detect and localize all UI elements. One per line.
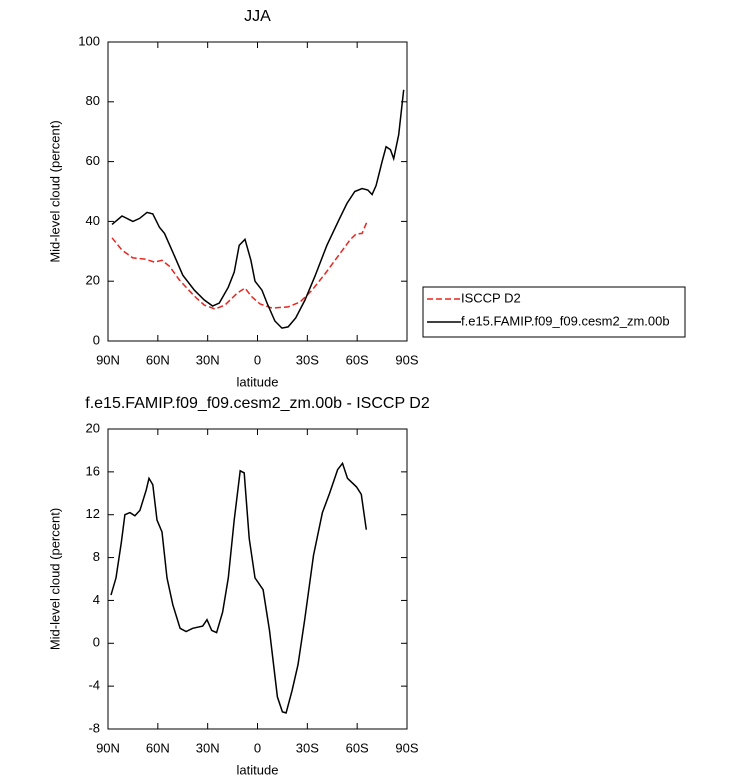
x-axis-label: latitude — [237, 374, 279, 389]
y-axis-label: Mid-level cloud (percent) — [47, 508, 62, 650]
x-tick-label: 30S — [296, 740, 319, 755]
data-line — [110, 461, 368, 714]
x-tick-label: 90S — [395, 352, 418, 367]
x-tick-label: 60N — [146, 352, 170, 367]
x-tick-label: 60S — [346, 352, 369, 367]
chart-title: f.e15.FAMIP.f09_f09.cesm2_zm.00b - ISCCP… — [85, 395, 430, 412]
x-axis-label: latitude — [237, 762, 279, 777]
y-tick-label: 40 — [86, 213, 100, 228]
x-tick-label: 60N — [146, 740, 170, 755]
legend-label: f.e15.FAMIP.f09_f09.cesm2_zm.00b — [461, 313, 670, 328]
plot-frame — [107, 41, 408, 342]
x-tick-label: 0 — [254, 352, 261, 367]
x-tick-label: 0 — [254, 740, 261, 755]
y-tick-label: -8 — [88, 720, 100, 735]
y-tick-label: 60 — [86, 153, 100, 168]
y-tick-label: 4 — [93, 592, 100, 607]
x-tick-label: 90N — [96, 352, 120, 367]
y-tick-label: 20 — [86, 273, 100, 288]
x-tick-label: 60S — [346, 740, 369, 755]
x-tick-label: 90S — [395, 740, 418, 755]
y-tick-label: 20 — [86, 420, 100, 435]
legend-label: ISCCP D2 — [461, 290, 521, 305]
y-tick-label: 12 — [86, 506, 100, 521]
legend-box — [422, 286, 686, 338]
y-tick-label: 0 — [93, 332, 100, 347]
data-line — [111, 89, 405, 329]
y-tick-label: 100 — [78, 33, 100, 48]
x-tick-label: 30N — [196, 740, 220, 755]
y-tick-label: 0 — [93, 635, 100, 650]
y-tick-label: 8 — [93, 549, 100, 564]
y-tick-label: 80 — [86, 93, 100, 108]
y-axis-label: Mid-level cloud (percent) — [47, 120, 62, 262]
x-tick-label: 30S — [296, 352, 319, 367]
x-tick-label: 30N — [196, 352, 220, 367]
data-line — [111, 221, 368, 310]
y-tick-label: 16 — [86, 463, 100, 478]
y-tick-label: -4 — [88, 678, 100, 693]
x-tick-label: 90N — [96, 740, 120, 755]
chart-title: JJA — [244, 8, 271, 25]
plot-frame — [107, 428, 408, 730]
